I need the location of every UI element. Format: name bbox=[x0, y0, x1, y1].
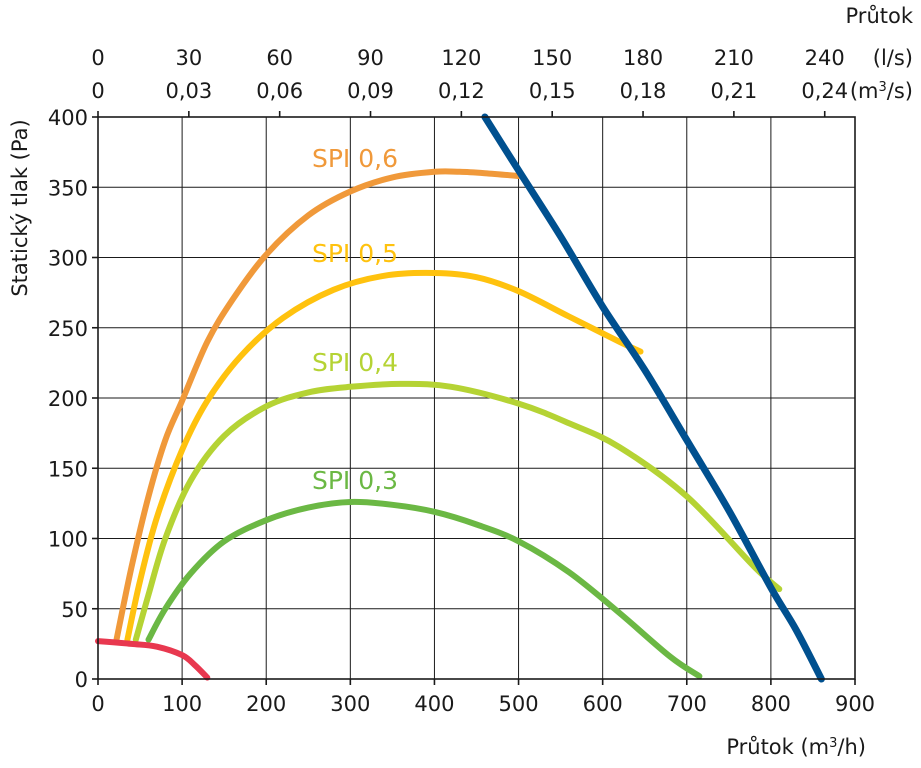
curves bbox=[95, 113, 825, 683]
top-tick-label-m3s: 0,21 bbox=[710, 79, 757, 103]
x-tick-label: 200 bbox=[246, 692, 286, 716]
top-tick-label-ls: 0 bbox=[91, 46, 104, 70]
x-tick-label: 0 bbox=[91, 692, 104, 716]
top-tick-label-ls: 210 bbox=[714, 46, 754, 70]
top-tick-label-ls: 90 bbox=[357, 46, 384, 70]
y-tick-label: 150 bbox=[48, 457, 88, 481]
x-tick-label: 500 bbox=[499, 692, 539, 716]
top-tick-label-ls: 180 bbox=[623, 46, 663, 70]
y-axis-ticks: 0 50 100 150 200 250 300 350 400 bbox=[48, 106, 98, 692]
series-labels: SPI 0,6 SPI 0,5 SPI 0,4 SPI 0,3 bbox=[312, 144, 398, 495]
y-tick-label: 300 bbox=[48, 247, 88, 271]
series-label-spi-0-4: SPI 0,4 bbox=[312, 348, 398, 377]
top-tick-label-ls: 120 bbox=[441, 46, 481, 70]
y-tick-label: 0 bbox=[75, 668, 88, 692]
x-tick-label: 800 bbox=[751, 692, 791, 716]
x-axis-ticks: 0 100 200 300 400 500 600 700 800 900 bbox=[91, 679, 875, 716]
x-tick-label: 700 bbox=[667, 692, 707, 716]
top-tick-label-m3s: 0,09 bbox=[347, 79, 394, 103]
curve-spi-0-6 bbox=[113, 168, 522, 643]
curve-min-limit bbox=[95, 638, 211, 681]
top-tick-label-m3s: 0,18 bbox=[620, 79, 667, 103]
curve-max-limit bbox=[481, 113, 825, 683]
top-tick-label-ls: 60 bbox=[266, 46, 293, 70]
x-tick-label: 300 bbox=[330, 692, 370, 716]
series-label-spi-0-3: SPI 0,3 bbox=[312, 466, 398, 495]
curve-spi-0-3 bbox=[145, 498, 703, 680]
top-tick-label-m3s: 0,15 bbox=[529, 79, 576, 103]
top-tick-label-ls: 150 bbox=[532, 46, 572, 70]
top-axis-unit-ls: (l/s) bbox=[873, 46, 913, 70]
y-tick-label: 100 bbox=[48, 528, 88, 552]
curve-spi-0-5 bbox=[124, 269, 644, 643]
series-label-spi-0-6: SPI 0,6 bbox=[312, 144, 398, 173]
y-tick-label: 50 bbox=[61, 598, 88, 622]
top-axis-unit-m3s: (m3/s) bbox=[850, 79, 913, 103]
top-tick-label-m3s: 0,24 bbox=[801, 79, 848, 103]
top-tick-label-m3s: 0,12 bbox=[438, 79, 485, 103]
x-tick-label: 400 bbox=[414, 692, 454, 716]
y-tick-label: 400 bbox=[48, 106, 88, 130]
y-tick-label: 250 bbox=[48, 317, 88, 341]
top-tick-label-m3s: 0,06 bbox=[256, 79, 303, 103]
series-label-spi-0-5: SPI 0,5 bbox=[312, 239, 398, 268]
x-tick-label: 900 bbox=[835, 692, 875, 716]
top-axis-title: Průtok bbox=[846, 4, 914, 28]
top-tick-label-m3s: 0 bbox=[91, 79, 104, 103]
top-tick-label-ls: 240 bbox=[805, 46, 845, 70]
x-tick-label: 600 bbox=[583, 692, 623, 716]
y-tick-label: 200 bbox=[48, 387, 88, 411]
curve-spi-0-4 bbox=[132, 380, 783, 643]
y-tick-label: 350 bbox=[48, 176, 88, 200]
top-tick-label-ls: 30 bbox=[175, 46, 202, 70]
x-tick-label: 100 bbox=[162, 692, 202, 716]
top-axis-ticks: 0 30 60 90 120 150 180 210 240 0 0,03 0,06 0,09 0,12 0… bbox=[91, 46, 848, 117]
x-axis-label: Průtok (m3/h) bbox=[726, 735, 866, 759]
top-tick-label-m3s: 0,03 bbox=[165, 79, 212, 103]
y-axis-label: Statický tlak (Pa) bbox=[8, 119, 32, 296]
grid-lines bbox=[98, 117, 855, 679]
